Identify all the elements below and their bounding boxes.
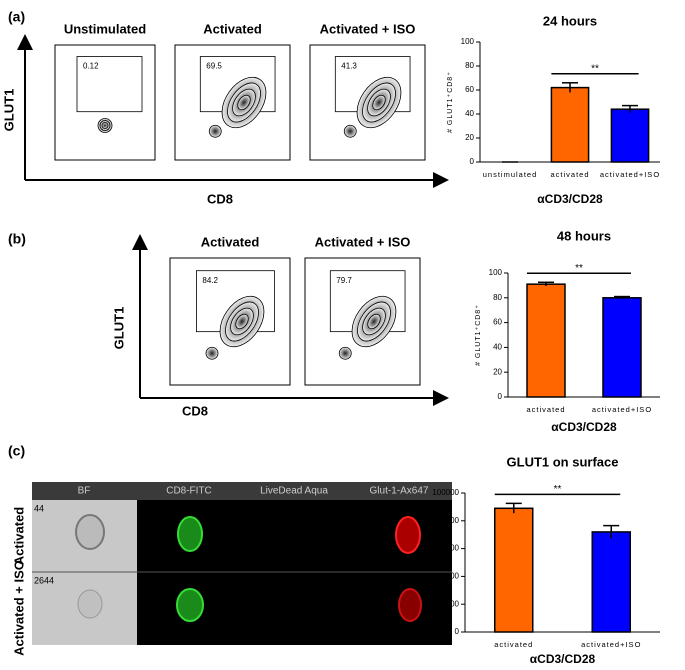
y-tick-label: 40000 [437, 572, 460, 581]
x-axis-label: αCD3/CD28 [551, 420, 617, 434]
channel-name: BF [78, 486, 91, 497]
contour [101, 122, 109, 129]
y-tick-label: 80000 [437, 516, 460, 525]
contour [343, 124, 357, 138]
cell [398, 588, 422, 622]
y-tick-label: 80 [493, 293, 502, 302]
object-id: 2644 [34, 575, 54, 585]
y-tick-label: 20 [493, 367, 502, 376]
gate-value: 79.7 [336, 276, 352, 285]
x-tick-label: unstimulated [483, 170, 538, 179]
y-tick-label: 60 [465, 85, 474, 94]
y-axis-label: # GLUT1⁺CD8⁺ [475, 304, 482, 366]
chart-title: 48 hours [557, 228, 611, 243]
plot-title: Activated + ISO [315, 234, 411, 249]
y-tick-label: 100 [461, 37, 475, 46]
panel-label: (a) [8, 9, 25, 25]
y-tick-label: 80 [465, 61, 474, 70]
x-tick-label: activated [526, 405, 565, 414]
plot-title: Activated [203, 21, 262, 36]
axis-label: GLUT1 [1, 89, 16, 132]
x-tick-label: activated [550, 170, 589, 179]
plot-title: Activated + ISO [320, 21, 416, 36]
cell [395, 516, 421, 554]
y-tick-label: 100000 [432, 488, 459, 497]
significance: ** [575, 263, 583, 274]
flow-plot [54, 44, 156, 161]
y-tick-label: 0 [470, 157, 475, 166]
channel-name: LiveDead Aqua [260, 486, 328, 497]
y-tick-label: 60000 [437, 544, 460, 553]
significance: ** [554, 484, 562, 495]
cell [177, 516, 203, 552]
gate-value: 69.5 [206, 62, 222, 71]
y-tick-label: 20 [465, 133, 474, 142]
contour [367, 313, 381, 330]
contour [235, 313, 249, 330]
y-tick-label: 20000 [437, 599, 460, 608]
plot-title: Activated [201, 234, 260, 249]
x-tick-label: activated+ISO [600, 170, 660, 179]
y-tick-label: 0 [455, 627, 460, 636]
contour [237, 94, 251, 111]
y-tick-label: 100 [489, 268, 503, 277]
bar [610, 108, 650, 163]
x-tick-label: activated+ISO [581, 640, 641, 649]
cell [77, 589, 103, 619]
cell [75, 514, 105, 550]
x-axis-label: αCD3/CD28 [530, 652, 596, 666]
gate [76, 56, 143, 113]
row-label: Activated + ISO [11, 560, 26, 656]
y-tick-label: 40 [493, 343, 502, 352]
bar [591, 531, 631, 633]
contour [208, 124, 222, 138]
image-header [32, 482, 452, 500]
chart-title: 24 hours [543, 13, 597, 28]
panel-label: (c) [8, 443, 25, 459]
y-tick-label: 40 [465, 109, 474, 118]
gate-value: 0.12 [83, 62, 99, 71]
y-axis-label: # GLUT1⁺CD8⁺ [447, 71, 454, 133]
channel-name: Glut-1-Ax647 [370, 486, 429, 497]
row-label: Activated [11, 507, 26, 566]
axis-label: CD8 [182, 403, 208, 418]
panel-label: (b) [8, 231, 26, 247]
gate-value: 84.2 [202, 276, 218, 285]
bar [494, 507, 534, 633]
object-id: 44 [34, 503, 44, 513]
bar [550, 86, 590, 163]
axis-label: GLUT1 [111, 307, 126, 350]
bar [602, 297, 642, 398]
y-tick-label: 0 [498, 392, 503, 401]
y-tick-label: 60 [493, 318, 502, 327]
contour [372, 94, 386, 111]
significance: ** [591, 63, 599, 74]
bar [526, 283, 566, 398]
cell [176, 588, 204, 622]
contour [205, 346, 219, 360]
channel-name: CD8-FITC [166, 486, 212, 497]
chart-title: GLUT1 on surface [507, 454, 619, 469]
x-axis-label: αCD3/CD28 [537, 192, 603, 206]
x-tick-label: activated [494, 640, 533, 649]
plot-title: Unstimulated [64, 21, 146, 36]
contour [338, 346, 352, 360]
axis-label: CD8 [207, 191, 233, 206]
gate-value: 41.3 [341, 62, 357, 71]
x-tick-label: activated+ISO [592, 405, 652, 414]
